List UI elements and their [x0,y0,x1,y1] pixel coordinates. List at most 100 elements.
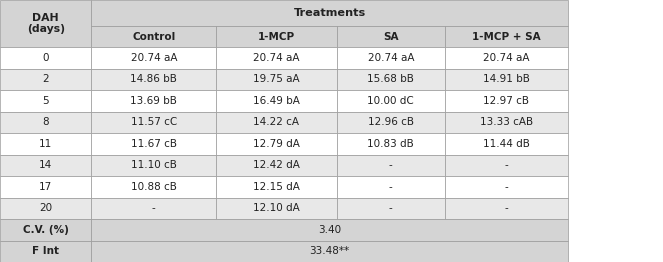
Bar [445,155,568,176]
Text: 0: 0 [42,53,49,63]
Bar [91,155,216,176]
Text: 14.91 bB: 14.91 bB [483,74,530,84]
Bar [216,26,337,47]
Text: 17: 17 [39,182,52,192]
Text: 16.49 bA: 16.49 bA [253,96,300,106]
Text: 12.15 dA: 12.15 dA [253,182,300,192]
Text: F Int: F Int [32,246,59,256]
Text: C.V. (%): C.V. (%) [23,225,69,235]
Bar [0,69,91,90]
Bar [216,133,337,155]
Bar [0,219,91,241]
Text: -: - [505,203,508,213]
Bar [337,90,445,112]
Text: 14.86 bB: 14.86 bB [131,74,177,84]
Bar [445,112,568,133]
Bar [216,47,337,69]
Text: -: - [389,160,392,170]
Text: 14.22 cA: 14.22 cA [253,117,300,127]
Text: 10.00 dC: 10.00 dC [367,96,414,106]
Text: 12.10 dA: 12.10 dA [253,203,300,213]
Bar [0,133,91,155]
Bar [91,176,216,198]
Text: 11: 11 [39,139,52,149]
Bar [91,47,216,69]
Bar [445,26,568,47]
Bar [337,176,445,198]
Bar [445,47,568,69]
Text: 11.10 cB: 11.10 cB [131,160,177,170]
Bar [216,176,337,198]
Bar [91,133,216,155]
Bar [91,241,568,262]
Text: 20.74 aA: 20.74 aA [483,53,530,63]
Bar [91,69,216,90]
Text: 12.42 dA: 12.42 dA [253,160,300,170]
Text: 1-MCP: 1-MCP [258,31,295,41]
Bar [445,69,568,90]
Text: 19.75 aA: 19.75 aA [253,74,300,84]
Text: Control: Control [132,31,176,41]
Bar [0,176,91,198]
Bar [445,90,568,112]
Text: -: - [505,160,508,170]
Bar [91,90,216,112]
Bar [445,176,568,198]
Text: 14: 14 [39,160,52,170]
Text: 1-MCP + SA: 1-MCP + SA [472,31,540,41]
Bar [0,0,91,47]
Text: 20.74 aA: 20.74 aA [253,53,300,63]
Text: 3.40: 3.40 [318,225,341,235]
Text: SA: SA [383,31,398,41]
Bar [216,155,337,176]
Text: -: - [152,203,156,213]
Bar [91,198,216,219]
Text: 33.48**: 33.48** [310,246,349,256]
Bar [0,241,91,262]
Text: 20: 20 [39,203,52,213]
Text: 12.96 cB: 12.96 cB [368,117,414,127]
Text: 13.33 cAB: 13.33 cAB [479,117,533,127]
Bar [337,69,445,90]
Bar [337,26,445,47]
Text: 10.88 cB: 10.88 cB [131,182,177,192]
Text: 12.79 dA: 12.79 dA [253,139,300,149]
Bar [445,198,568,219]
Text: -: - [505,182,508,192]
Bar [91,112,216,133]
Bar [216,198,337,219]
Bar [445,133,568,155]
Bar [337,112,445,133]
Bar [216,112,337,133]
Text: 11.57 cC: 11.57 cC [131,117,177,127]
Bar [337,47,445,69]
Bar [91,219,568,241]
Text: 20.74 aA: 20.74 aA [367,53,414,63]
Bar [0,47,91,69]
Text: 13.69 bB: 13.69 bB [131,96,177,106]
Bar [0,112,91,133]
Text: 20.74 aA: 20.74 aA [131,53,177,63]
Text: 10.83 dB: 10.83 dB [367,139,414,149]
Text: 11.44 dB: 11.44 dB [483,139,530,149]
Text: 8: 8 [42,117,49,127]
Bar [0,198,91,219]
Bar [0,90,91,112]
Bar [216,69,337,90]
Text: -: - [389,182,392,192]
Bar [0,155,91,176]
Bar [337,133,445,155]
Text: Treatments: Treatments [294,8,365,18]
Bar [91,0,568,26]
Text: DAH
(days): DAH (days) [27,13,65,34]
Bar [91,26,216,47]
Text: 12.97 cB: 12.97 cB [483,96,529,106]
Bar [216,90,337,112]
Text: 5: 5 [42,96,49,106]
Text: 15.68 bB: 15.68 bB [367,74,414,84]
Text: 11.67 cB: 11.67 cB [131,139,177,149]
Bar [337,198,445,219]
Bar [337,155,445,176]
Text: 2: 2 [42,74,49,84]
Text: -: - [389,203,392,213]
